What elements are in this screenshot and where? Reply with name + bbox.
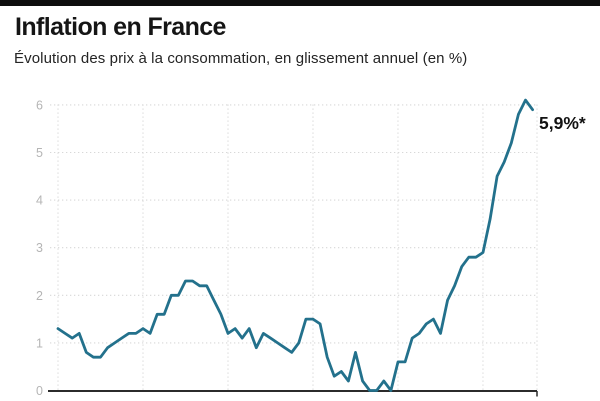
top-bar	[0, 0, 600, 6]
end-value-label: 5,9%*	[539, 113, 586, 133]
y-axis-tick-label: 0	[36, 384, 43, 398]
inflation-line	[56, 98, 534, 392]
y-axis-tick-label: 5	[36, 146, 43, 160]
y-axis-tick-label: 6	[36, 98, 43, 112]
inflation-series-path	[56, 98, 534, 392]
chart-subtitle: Évolution des prix à la consommation, en…	[14, 50, 468, 67]
chart-title: Inflation en France	[15, 13, 226, 41]
x-axis	[48, 390, 538, 397]
gridlines	[50, 104, 538, 391]
y-axis-tick-labels: 0 1 2 3 4 5 6	[36, 98, 43, 398]
y-axis-tick-label: 1	[36, 336, 43, 350]
y-axis-tick-label: 3	[36, 241, 43, 255]
y-axis-tick-label: 2	[36, 289, 43, 303]
y-axis-tick-label: 4	[36, 194, 43, 208]
